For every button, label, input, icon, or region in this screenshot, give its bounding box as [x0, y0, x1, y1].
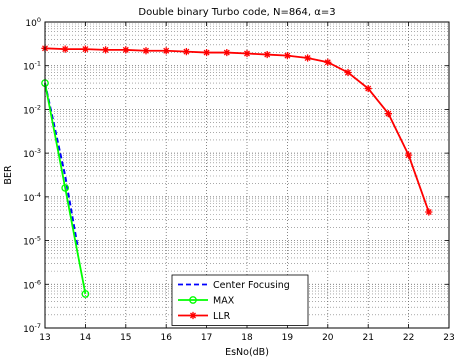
y-tick-exponent: -4 [35, 191, 41, 199]
star-marker [223, 48, 231, 57]
y-tick-label: 10-4 [23, 191, 41, 204]
y-tick-base: 10 [23, 325, 35, 335]
star-marker [81, 45, 89, 53]
x-tick-label: 15 [120, 333, 131, 343]
star-marker [283, 52, 291, 60]
y-tick-label: 10-5 [23, 235, 41, 248]
legend-item: LLR [178, 311, 231, 322]
circle-marker [81, 290, 90, 298]
y-tick-exponent: -3 [35, 147, 41, 155]
star-marker [203, 48, 211, 57]
y-axis-label: BER [3, 165, 14, 185]
y-tick-base: 10 [23, 238, 35, 248]
star-marker [61, 45, 69, 53]
legend-item: Center Focusing [178, 280, 290, 291]
x-tick-label: 14 [80, 333, 92, 343]
legend-label: MAX [213, 296, 235, 307]
star-marker [189, 311, 197, 320]
y-tick-exponent: -6 [35, 278, 41, 286]
x-tick-label: 20 [322, 333, 334, 343]
y-tick-label: 10-2 [23, 103, 41, 116]
y-tick-label: 10-3 [23, 147, 41, 160]
series-3 [41, 44, 433, 216]
x-tick-label: 17 [201, 333, 212, 343]
legend-item: MAX [178, 296, 235, 307]
x-tick-label: 23 [443, 333, 454, 343]
y-tick-base: 10 [23, 281, 35, 291]
y-tick-label: 10-1 [23, 60, 41, 73]
y-tick-base: 10 [25, 19, 37, 29]
star-marker [182, 48, 190, 56]
y-tick-exponent: -2 [35, 103, 41, 111]
legend-label: Center Focusing [213, 280, 290, 291]
y-tick-exponent: 0 [37, 16, 41, 24]
legend: Center Focusing MAX LLR [171, 274, 309, 326]
circle-marker [61, 184, 70, 192]
circle-marker [189, 296, 197, 304]
major-grid [45, 22, 449, 328]
x-tick-label: 13 [39, 333, 50, 343]
x-axis-label: EsNo(dB) [225, 347, 269, 358]
x-tick-labels: 13 14 15 16 17 18 19 20 21 22 23 [39, 333, 454, 343]
star-marker [122, 46, 130, 54]
series-line [44, 82, 87, 295]
y-tick-exponent: -7 [35, 322, 41, 330]
star-marker [243, 49, 251, 58]
y-tick-base: 10 [23, 106, 35, 116]
star-marker [162, 47, 170, 55]
star-marker [142, 47, 150, 55]
x-tick-label: 21 [362, 333, 373, 343]
star-marker [102, 46, 110, 54]
y-tick-exponent: -5 [35, 235, 41, 243]
y-tick-exponent: -1 [35, 60, 41, 68]
legend-label: LLR [213, 311, 231, 322]
star-marker [364, 84, 372, 93]
y-tick-label: 10-7 [23, 322, 41, 335]
x-tick-label: 18 [241, 333, 253, 343]
x-tick-label: 16 [160, 333, 172, 343]
y-tick-base: 10 [23, 194, 35, 204]
x-tick-label: 19 [282, 333, 294, 343]
y-tick-base: 10 [23, 63, 35, 73]
y-tick-label: 100 [25, 16, 41, 29]
star-marker [304, 54, 312, 62]
star-marker [263, 50, 271, 59]
star-marker [405, 151, 413, 159]
y-tick-label: 10-6 [23, 278, 41, 291]
star-marker [324, 58, 332, 66]
chart-title: Double binary Turbo code, N=864, α=3 [138, 7, 335, 18]
series-layer [41, 44, 433, 298]
star-marker [344, 68, 352, 77]
y-tick-base: 10 [23, 150, 35, 160]
star-marker [384, 110, 392, 118]
series-2 [41, 79, 90, 298]
x-tick-label: 22 [403, 333, 414, 343]
star-marker [425, 208, 433, 216]
